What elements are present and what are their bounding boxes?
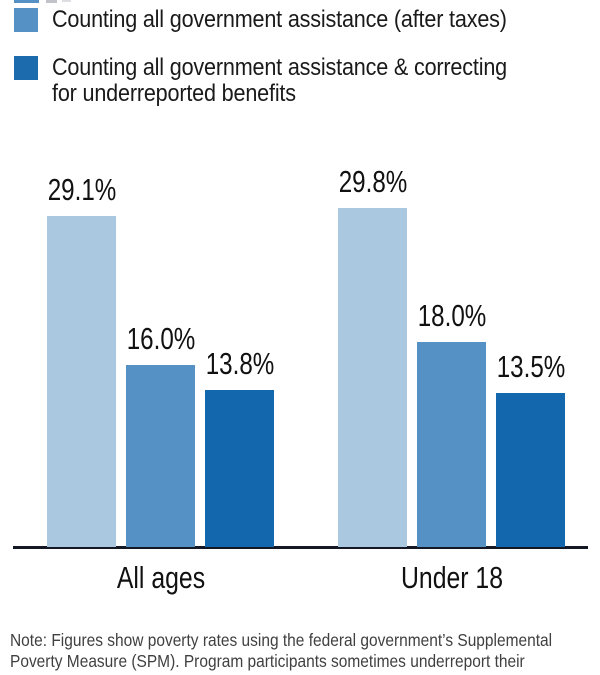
bar-all-ages-series-1	[126, 365, 195, 547]
legend-swatch-dark-blue	[14, 56, 38, 80]
cropped-text-fragment	[46, 0, 57, 3]
x-axis-line	[13, 546, 588, 549]
chart-note-line: Poverty Measure (SPM). Program participa…	[10, 650, 525, 671]
legend-swatch-medium-blue	[14, 8, 38, 32]
chart-note-line: Note: Figures show poverty rates using t…	[10, 630, 553, 650]
legend-label-line: for underreported benefits	[52, 80, 296, 107]
bar-value-label: 13.8%	[205, 346, 274, 381]
bar-value-label: 29.8%	[338, 164, 407, 199]
bar-value-label: 18.0%	[417, 298, 486, 333]
legend-label-line: Counting all government assistance & cor…	[52, 54, 507, 81]
category-label-under-18: Under 18	[400, 560, 503, 595]
legend: Counting all government assistance (afte…	[0, 0, 600, 130]
bar-under-18-series-1	[417, 342, 486, 547]
bar-all-ages-series-2	[205, 390, 274, 547]
bar-under-18-series-2	[496, 393, 565, 547]
bar-all-ages-series-0	[47, 216, 116, 547]
bar-chart: 29.1% 16.0% 13.8% All ages 29.8% 18.0% 13.5% Un…	[0, 130, 600, 600]
legend-label-line: Counting all government assistance (afte…	[52, 6, 507, 33]
legend-label: Counting all government assistance & cor…	[52, 55, 558, 107]
bar-value-label: 29.1%	[47, 172, 116, 207]
chart-note: Note: Figures show poverty rates using t…	[10, 630, 600, 672]
legend-label: Counting all government assistance (afte…	[52, 7, 557, 33]
bar-value-label: 16.0%	[126, 321, 195, 356]
bar-under-18-series-0	[338, 208, 407, 547]
category-label-all-ages: All ages	[116, 560, 205, 595]
cropped-text-fragment	[62, 0, 71, 2]
cropped-legend-fragment	[14, 0, 39, 3]
bar-value-label: 13.5%	[496, 349, 565, 384]
